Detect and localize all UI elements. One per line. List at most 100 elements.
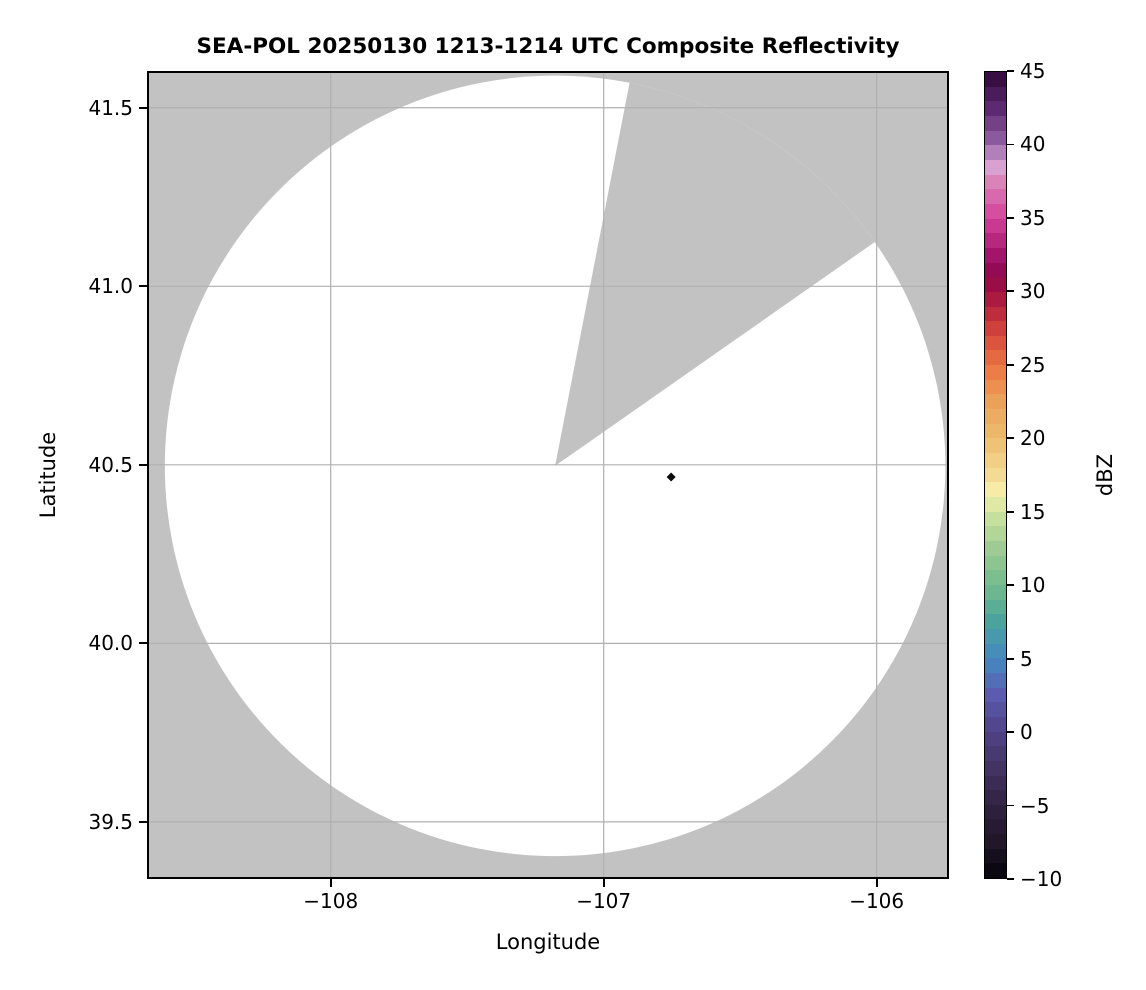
colorbar-band [985, 130, 1006, 146]
colorbar-band [985, 394, 1006, 410]
colorbar-tick-mark [1007, 731, 1014, 733]
missing-sector-wedge [555, 82, 875, 466]
colorbar-band [985, 687, 1006, 703]
colorbar-tick-label: 10 [1020, 573, 1046, 598]
colorbar-band [985, 233, 1006, 248]
colorbar-band [985, 145, 1006, 160]
colorbar-band [985, 819, 1006, 835]
y-tick-label: 40.0 [88, 631, 133, 656]
colorbar-tick-label: 40 [1020, 132, 1046, 157]
colorbar-band [985, 335, 1006, 351]
colorbar-band [985, 247, 1006, 263]
colorbar-band [985, 203, 1006, 219]
map-svg [147, 71, 949, 879]
colorbar-tick-label: 45 [1020, 59, 1046, 83]
colorbar-band [985, 101, 1006, 116]
colorbar-tick-mark [1007, 657, 1014, 660]
colorbar-band [985, 379, 1006, 395]
colorbar-band [985, 218, 1006, 234]
colorbar-band [985, 834, 1006, 849]
colorbar-tick-mark [1007, 878, 1014, 880]
colorbar-band [985, 614, 1006, 629]
plot-border [147, 71, 949, 879]
colorbar-tick-mark [1007, 290, 1014, 293]
colorbar-band [985, 438, 1006, 454]
colorbar-tick-mark [1007, 143, 1014, 146]
colorbar-band [985, 409, 1006, 424]
colorbar-band [985, 790, 1006, 805]
colorbar-tick-mark [1007, 70, 1014, 72]
colorbar-tick-mark [1007, 584, 1014, 587]
colorbar-band [985, 570, 1006, 585]
colorbar-band [985, 702, 1006, 717]
colorbar-tick-label: 20 [1020, 426, 1046, 451]
colorbar-band [985, 423, 1006, 439]
colorbar-band [985, 848, 1006, 864]
colorbar-band [985, 497, 1006, 512]
colorbar-tick-label: 35 [1020, 205, 1046, 230]
y-tick-label: 41.0 [88, 274, 133, 299]
colorbar-tick-label: 5 [1020, 646, 1033, 671]
colorbar-tick-mark [1007, 804, 1014, 807]
colorbar-band [985, 526, 1006, 541]
colorbar-band [985, 541, 1006, 556]
colorbar-band [985, 159, 1006, 175]
colorbar-band [985, 804, 1006, 820]
x-tick-mark [329, 879, 332, 887]
colorbar-tick-label: 0 [1020, 720, 1033, 745]
y-tick-mark [139, 463, 147, 466]
colorbar-band [985, 321, 1006, 336]
colorbar-tick-label: −5 [1020, 793, 1050, 818]
colorbar-tick-label: −10 [1020, 867, 1063, 891]
colorbar-band [985, 262, 1006, 278]
colorbar-band [985, 86, 1006, 102]
x-tick-label: −106 [849, 889, 905, 913]
colorbar-label: dBZ [1093, 453, 1117, 497]
colorbar [984, 71, 1007, 879]
colorbar-tick-mark [1007, 363, 1014, 366]
colorbar-band [985, 189, 1006, 204]
colorbar-band [985, 115, 1006, 131]
y-tick-label: 40.5 [88, 452, 133, 477]
colorbar-band [985, 174, 1006, 190]
colorbar-band [985, 350, 1006, 366]
colorbar-band [985, 628, 1006, 644]
colorbar-band [985, 746, 1006, 761]
colorbar-band [985, 482, 1006, 498]
colorbar-band [985, 511, 1006, 527]
colorbar-band [985, 306, 1006, 322]
x-tick-mark [875, 879, 878, 887]
colorbar-band [985, 467, 1006, 483]
chart-title: SEA-POL 20250130 1213-1214 UTC Composite… [196, 34, 900, 59]
colorbar-tick-label: 30 [1020, 279, 1046, 304]
y-tick-label: 39.5 [88, 809, 133, 834]
y-tick-mark [139, 106, 147, 109]
colorbar-band [985, 555, 1006, 571]
plot-area [147, 71, 949, 879]
y-tick-mark [139, 820, 147, 823]
colorbar-tick-mark [1007, 437, 1014, 440]
y-tick-mark [139, 285, 147, 288]
colorbar-tick-label: 15 [1020, 499, 1046, 524]
colorbar-tick-mark [1007, 510, 1014, 513]
colorbar-band [985, 731, 1006, 747]
colorbar-band [985, 658, 1006, 673]
colorbar-band [985, 291, 1006, 307]
colorbar-tick-mark [1007, 217, 1014, 219]
colorbar-tick-label: 25 [1020, 352, 1046, 377]
y-tick-label: 41.5 [88, 95, 133, 120]
colorbar-band [985, 453, 1006, 468]
colorbar-band [985, 599, 1006, 615]
colorbar-band [985, 277, 1006, 292]
colorbar-band [985, 365, 1006, 380]
colorbar-band [985, 863, 1006, 879]
colorbar-band [985, 672, 1006, 688]
x-tick-label: −107 [576, 889, 632, 913]
x-tick-mark [602, 879, 605, 887]
colorbar-band [985, 716, 1006, 732]
y-axis-label: Latitude [36, 431, 60, 519]
colorbar-band [985, 643, 1006, 659]
reflectivity-echo-point [666, 472, 676, 482]
colorbar-band [985, 72, 1006, 87]
